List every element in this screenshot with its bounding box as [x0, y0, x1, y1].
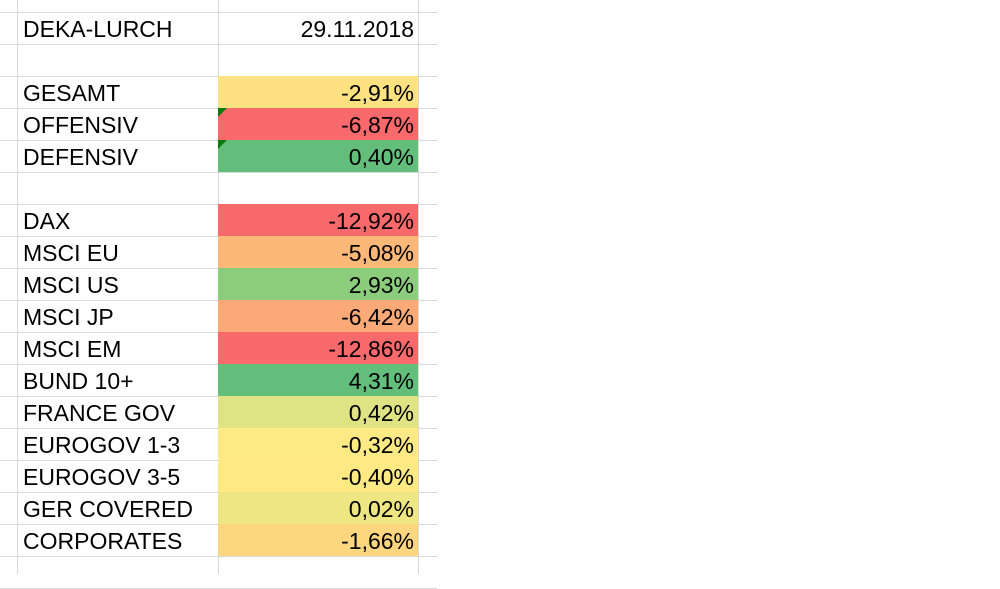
value-text: 0,40%: [348, 144, 414, 170]
table-row: FRANCE GOV 0,42%: [0, 396, 437, 429]
date-cell[interactable]: 29.11.2018: [300, 16, 414, 42]
value-cell[interactable]: -1,66%: [218, 524, 418, 556]
comment-indicator-icon[interactable]: [218, 140, 227, 149]
label-cell[interactable]: EUROGOV 3-5: [23, 464, 181, 490]
label-cell[interactable]: GER COVERED: [23, 496, 193, 522]
empty-cell[interactable]: [18, 173, 218, 204]
value-cell[interactable]: 4,31%: [218, 364, 418, 396]
spreadsheet-grid: DEKA-LURCH 29.11.2018 GESAMT -2,91% OFFE…: [0, 0, 437, 589]
label-cell[interactable]: BUND 10+: [23, 368, 134, 394]
value-cell[interactable]: -5,08%: [218, 236, 418, 268]
empty-cell[interactable]: [218, 44, 418, 76]
value-cell[interactable]: 0,02%: [218, 492, 418, 524]
label-cell[interactable]: CORPORATES: [23, 528, 183, 554]
value-cell[interactable]: -0,32%: [218, 428, 418, 460]
label-cell[interactable]: EUROGOV 1-3: [23, 432, 181, 458]
table-row: DAX -12,92%: [0, 204, 437, 237]
table-row: EUROGOV 1-3 -0,32%: [0, 428, 437, 461]
header-row: DEKA-LURCH 29.11.2018: [0, 13, 437, 45]
table-row: MSCI EM -12,86%: [0, 332, 437, 365]
value-text: -6,87%: [341, 112, 414, 138]
table-row: EUROGOV 3-5 -0,40%: [0, 460, 437, 493]
value-cell[interactable]: -12,86%: [218, 332, 418, 364]
value-cell[interactable]: -2,91%: [218, 76, 418, 108]
table-row: MSCI EU -5,08%: [0, 236, 437, 269]
empty-row: [0, 557, 437, 589]
value-cell[interactable]: 0,42%: [218, 396, 418, 428]
table-row: BUND 10+ 4,31%: [0, 364, 437, 397]
empty-cell[interactable]: [218, 556, 418, 588]
table-row: OFFENSIV -6,87%: [0, 108, 437, 141]
label-cell[interactable]: FRANCE GOV: [23, 400, 176, 426]
empty-row: [0, 45, 437, 77]
grid-line: [418, 0, 419, 574]
empty-cell[interactable]: [218, 172, 418, 204]
table-row: DEFENSIV 0,40%: [0, 140, 437, 173]
value-cell[interactable]: -12,92%: [218, 204, 418, 236]
label-cell[interactable]: MSCI EU: [23, 240, 119, 266]
label-cell[interactable]: DEFENSIV: [23, 144, 139, 170]
table-row: MSCI JP -6,42%: [0, 300, 437, 333]
label-cell[interactable]: MSCI EM: [23, 336, 122, 362]
table-row: GESAMT -2,91%: [0, 76, 437, 109]
empty-row: [0, 173, 437, 205]
label-cell[interactable]: OFFENSIV: [23, 112, 139, 138]
label-cell[interactable]: MSCI JP: [23, 304, 114, 330]
table-row: GER COVERED 0,02%: [0, 492, 437, 525]
value-text: -2,91%: [341, 80, 414, 106]
title-cell[interactable]: DEKA-LURCH: [23, 16, 173, 42]
comment-indicator-icon[interactable]: [218, 108, 227, 117]
value-cell[interactable]: -0,40%: [218, 460, 418, 492]
value-cell[interactable]: 2,93%: [218, 268, 418, 300]
value-cell[interactable]: -6,42%: [218, 300, 418, 332]
label-cell[interactable]: GESAMT: [23, 80, 121, 106]
table-row: MSCI US 2,93%: [0, 268, 437, 301]
value-cell[interactable]: 0,40%: [218, 140, 418, 172]
label-cell[interactable]: DAX: [23, 208, 71, 234]
value-cell[interactable]: -6,87%: [218, 108, 418, 140]
empty-row: [0, 0, 437, 13]
empty-cell[interactable]: [18, 557, 218, 588]
grid-line: [17, 0, 18, 574]
empty-cell[interactable]: [18, 45, 218, 76]
label-cell[interactable]: MSCI US: [23, 272, 119, 298]
table-row: CORPORATES -1,66%: [0, 524, 437, 557]
